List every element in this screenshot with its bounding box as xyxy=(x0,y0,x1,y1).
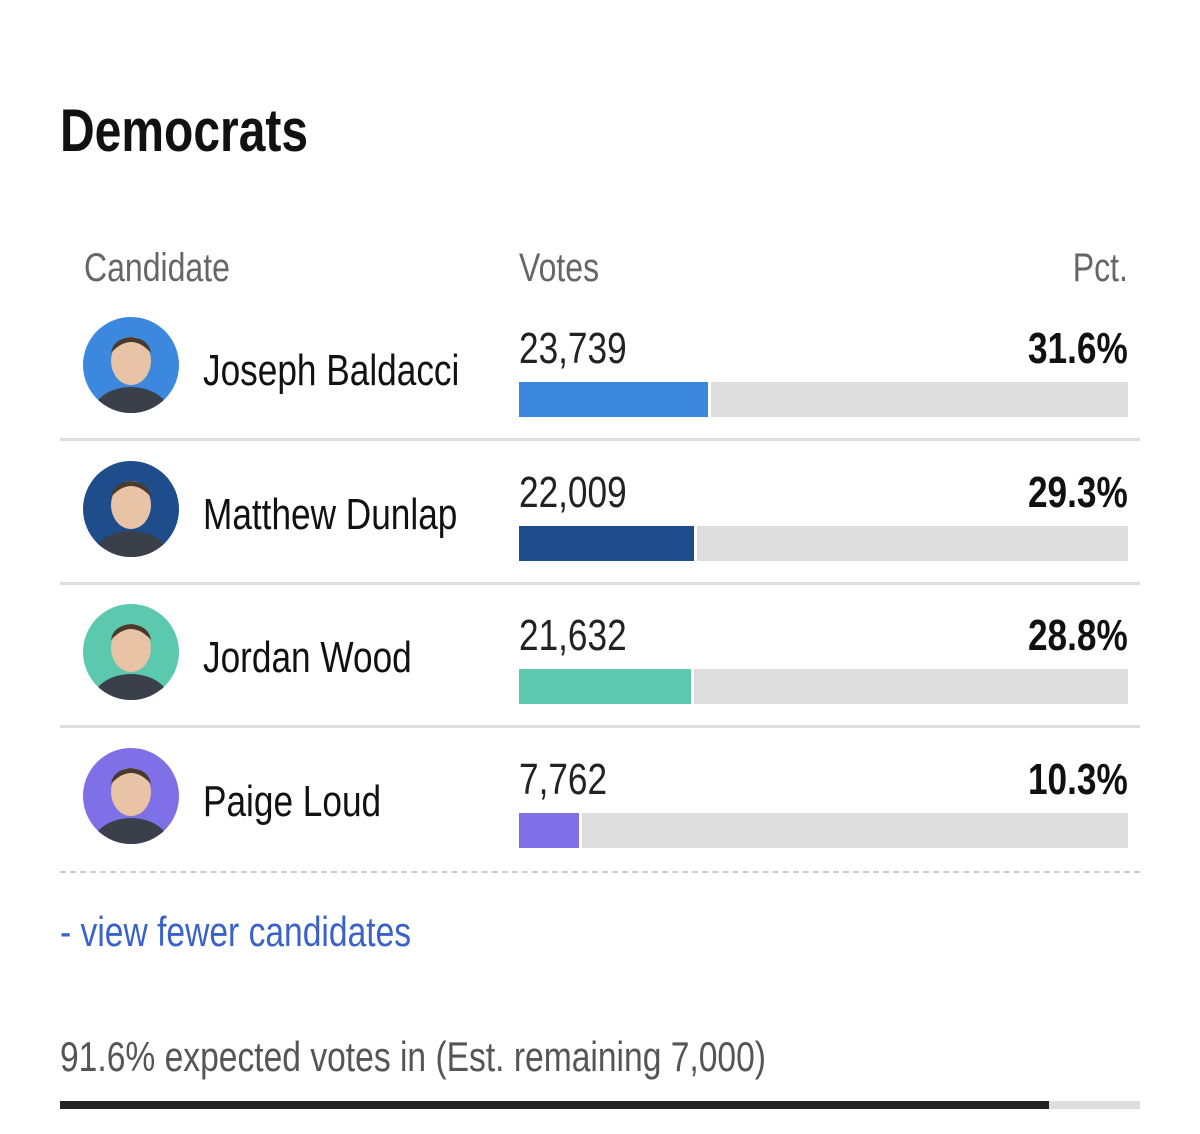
avatar xyxy=(83,747,179,844)
candidate-name: Joseph Baldacci xyxy=(203,346,523,396)
vote-count: 23,739 xyxy=(519,324,654,374)
avatar xyxy=(83,460,179,557)
pct-text: 28.8% xyxy=(1028,611,1128,660)
pct-text: 29.3% xyxy=(1028,467,1128,517)
avatar-figure xyxy=(91,767,171,844)
candidate-name: Matthew Dunlap xyxy=(203,490,521,540)
progress-track xyxy=(60,1101,1140,1109)
bar-track xyxy=(519,812,1128,848)
column-header: Votes xyxy=(519,246,619,291)
avatar-figure xyxy=(91,480,171,557)
bar-track xyxy=(519,525,1128,561)
link-text[interactable]: - view fewer candidates xyxy=(60,908,412,955)
dashed-divider xyxy=(60,871,1140,873)
avatar xyxy=(83,604,179,700)
row-divider xyxy=(60,438,1140,441)
candidate-name: Paige Loud xyxy=(203,777,426,827)
row-divider xyxy=(60,725,1140,728)
vote-bar xyxy=(519,382,712,417)
pct-text: 31.6% xyxy=(1028,324,1128,373)
pct-text: 10.3% xyxy=(1028,754,1128,804)
bar-track xyxy=(519,669,1128,704)
avatar-figure xyxy=(91,624,171,700)
votes-text: 21,632 xyxy=(519,611,627,660)
vote-bar xyxy=(519,525,698,561)
view-fewer-link[interactable]: - view fewer candidates xyxy=(60,908,499,956)
column-label: Pct. xyxy=(1072,246,1128,290)
progress-label: 91.6% xyxy=(60,1033,156,1080)
bar-track xyxy=(519,382,1128,417)
section-title: Democrats xyxy=(60,96,370,165)
footer-desc: expected votes in (Est. remaining 7,000) xyxy=(155,1033,766,1080)
footer-line: 91.6% expected votes in (Est. remaining … xyxy=(60,1033,766,1081)
name-text: Paige Loud xyxy=(203,776,382,826)
votes-text: 7,762 xyxy=(519,754,608,804)
column-header: Pct. xyxy=(1059,246,1128,291)
avatar-figure xyxy=(91,337,171,413)
percent: 28.8% xyxy=(1003,611,1128,661)
progress-fill xyxy=(60,1101,1050,1109)
vote-count: 21,632 xyxy=(519,611,654,661)
name-text: Jordan Wood xyxy=(203,633,412,682)
vote-bar xyxy=(519,669,695,704)
percent: 10.3% xyxy=(1003,755,1128,805)
row-divider xyxy=(60,581,1140,585)
name-text: Matthew Dunlap xyxy=(203,489,458,539)
column-header: Candidate xyxy=(84,246,266,291)
vote-bar xyxy=(519,812,582,848)
title-text: Democrats xyxy=(60,97,309,164)
votes-text: 22,009 xyxy=(519,467,627,517)
percent: 29.3% xyxy=(1003,468,1128,518)
footer-text: 91.6% expected votes in (Est. remaining … xyxy=(60,1033,943,1081)
votes-text: 23,739 xyxy=(519,324,627,373)
column-label: Votes xyxy=(519,246,600,290)
vote-count: 7,762 xyxy=(519,755,629,805)
column-label: Candidate xyxy=(84,246,230,290)
vote-count: 22,009 xyxy=(519,468,654,518)
name-text: Joseph Baldacci xyxy=(203,346,460,395)
percent: 31.6% xyxy=(1003,324,1128,374)
avatar xyxy=(83,317,179,413)
candidate-name: Jordan Wood xyxy=(203,633,464,683)
